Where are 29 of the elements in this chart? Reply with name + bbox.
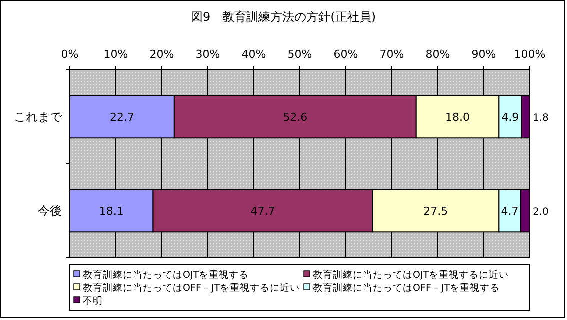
data-label: 22.7 [110,111,134,124]
x-tick-label: 30% [196,48,220,61]
x-tick-label: 60% [334,48,358,61]
x-tick-label: 90% [472,48,496,61]
x-tick-label: 50% [288,48,312,61]
legend-label: 教育訓練に当たってはOFF－JTを重視するに近い [83,282,300,294]
x-tick-label: 20% [150,48,174,61]
data-label: 4.7 [501,205,519,218]
legend-label: 教育訓練に当たってはOJTを重視するに近い [313,269,510,281]
data-label: 52.6 [283,111,308,124]
x-tick-label: 40% [242,48,266,61]
y-tick-label: これまで [14,110,63,124]
x-tick-label: 100% [514,48,546,61]
data-label: 4.9 [502,111,520,124]
legend-label: 教育訓練に当たってはOFF－JTを重視する [313,282,500,294]
x-tick-label: 0% [61,48,79,61]
data-label: 47.7 [250,205,276,218]
data-label: 18.1 [99,205,124,218]
data-label: 18.0 [446,111,470,124]
chart-title: 図9 教育訓練方法の方針(正社員) [191,10,376,24]
data-label: 27.5 [424,205,448,218]
x-tick-label: 70% [380,48,404,61]
legend-label: 教育訓練に当たってはOJTを重視する [83,269,250,281]
x-tick-label: 10% [104,48,128,61]
data-label: 1.8 [533,113,549,124]
x-tick-label: 80% [426,48,450,61]
data-label: 2.0 [533,207,549,218]
y-tick-label: 今後 [38,204,62,218]
legend-label: 不明 [83,296,103,307]
